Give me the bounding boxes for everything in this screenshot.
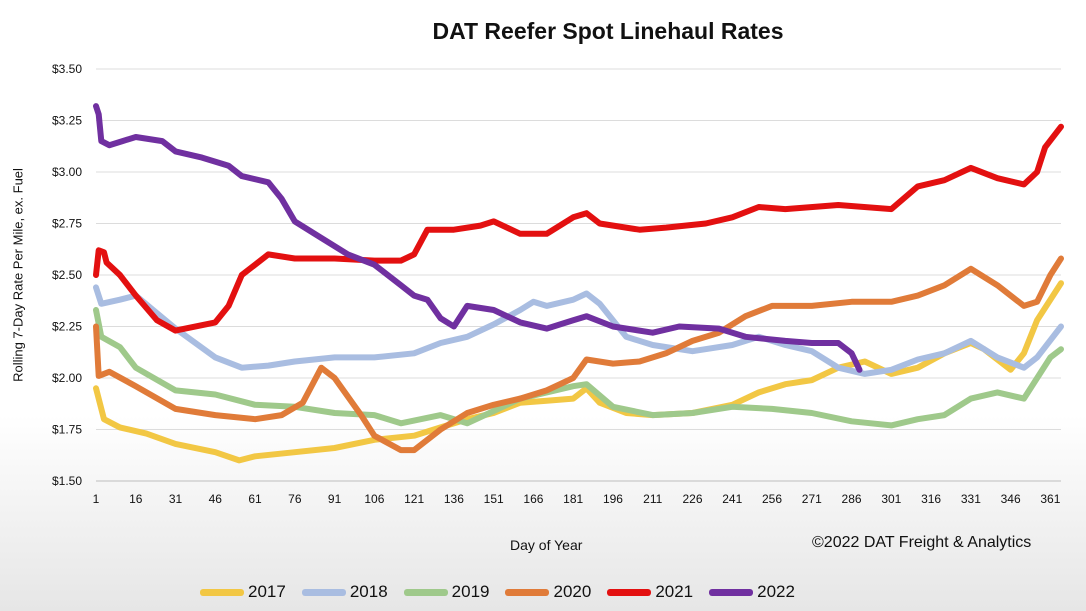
x-tick-label: 301 <box>881 492 901 506</box>
y-tick-label: $1.50 <box>52 474 82 488</box>
x-tick-label: 181 <box>563 492 583 506</box>
legend-item-2019: 2019 <box>403 582 490 602</box>
legend-swatch <box>403 588 448 596</box>
x-tick-label: 61 <box>248 492 262 506</box>
series-line-2019 <box>93 307 1064 429</box>
copyright-credit: ©2022 DAT Freight & Analytics <box>812 534 1032 551</box>
x-tick-label: 106 <box>364 492 384 506</box>
x-tick-label: 286 <box>842 492 862 506</box>
series-line-2022 <box>93 103 863 373</box>
legend-item-2017: 2017 <box>200 582 286 602</box>
legend: 2017 2018 2019 2020 2021 2022 <box>200 582 795 602</box>
x-tick-label: 31 <box>169 492 183 506</box>
legend-swatch <box>505 588 550 596</box>
series-line-2018 <box>93 284 1064 377</box>
x-tick-label: 76 <box>288 492 302 506</box>
x-tick-label: 346 <box>1001 492 1021 506</box>
legend-label: 2017 <box>248 582 286 601</box>
x-tick-label: 91 <box>328 492 342 506</box>
x-tick-label: 361 <box>1040 492 1060 506</box>
legend-item-2018: 2018 <box>301 582 388 602</box>
x-axis-label: Day of Year <box>510 537 583 553</box>
x-tick-label: 211 <box>643 492 662 506</box>
x-tick-label: 196 <box>603 492 623 506</box>
legend-item-2021: 2021 <box>607 582 693 602</box>
legend-label: 2019 <box>451 582 490 601</box>
x-tick-label: 316 <box>921 492 941 506</box>
legend-swatch <box>607 588 652 596</box>
series-line-2021 <box>93 123 1064 334</box>
legend-swatch <box>709 588 754 596</box>
x-tick-label: 166 <box>523 492 543 506</box>
y-tick-label: $2.00 <box>52 371 82 385</box>
y-tick-label: $1.75 <box>52 423 82 437</box>
legend-label: 2022 <box>757 582 795 601</box>
legend-item-2022: 2022 <box>709 582 795 602</box>
series-line-2020 <box>93 255 1064 454</box>
legend-item-2020: 2020 <box>505 582 591 602</box>
y-tick-label: $2.25 <box>52 320 82 334</box>
x-tick-label: 256 <box>762 492 782 506</box>
x-tick-label: 1 <box>93 492 100 506</box>
x-tick-label: 331 <box>961 492 981 506</box>
y-tick-label: $2.75 <box>52 217 82 231</box>
y-tick-label: $3.00 <box>52 165 82 179</box>
legend-swatch <box>200 588 244 596</box>
x-tick-label: 151 <box>484 492 504 506</box>
legend-swatch <box>301 588 346 596</box>
x-tick-label: 121 <box>404 492 424 506</box>
y-tick-label: $3.25 <box>52 114 82 128</box>
chart-title: DAT Reefer Spot Linehaul Rates <box>432 18 784 44</box>
x-tick-label: 16 <box>129 492 143 506</box>
y-tick-label: $2.50 <box>52 268 82 282</box>
x-tick-label: 136 <box>444 492 464 506</box>
legend-label: 2020 <box>553 582 592 601</box>
x-tick-label: 226 <box>682 492 702 506</box>
y-tick-label: $3.50 <box>52 62 82 76</box>
x-tick-label: 271 <box>802 492 822 506</box>
legend-label: 2021 <box>655 582 694 601</box>
legend-label: 2018 <box>349 582 388 601</box>
x-tick-label: 46 <box>209 492 223 506</box>
x-tick-label: 241 <box>722 492 742 506</box>
